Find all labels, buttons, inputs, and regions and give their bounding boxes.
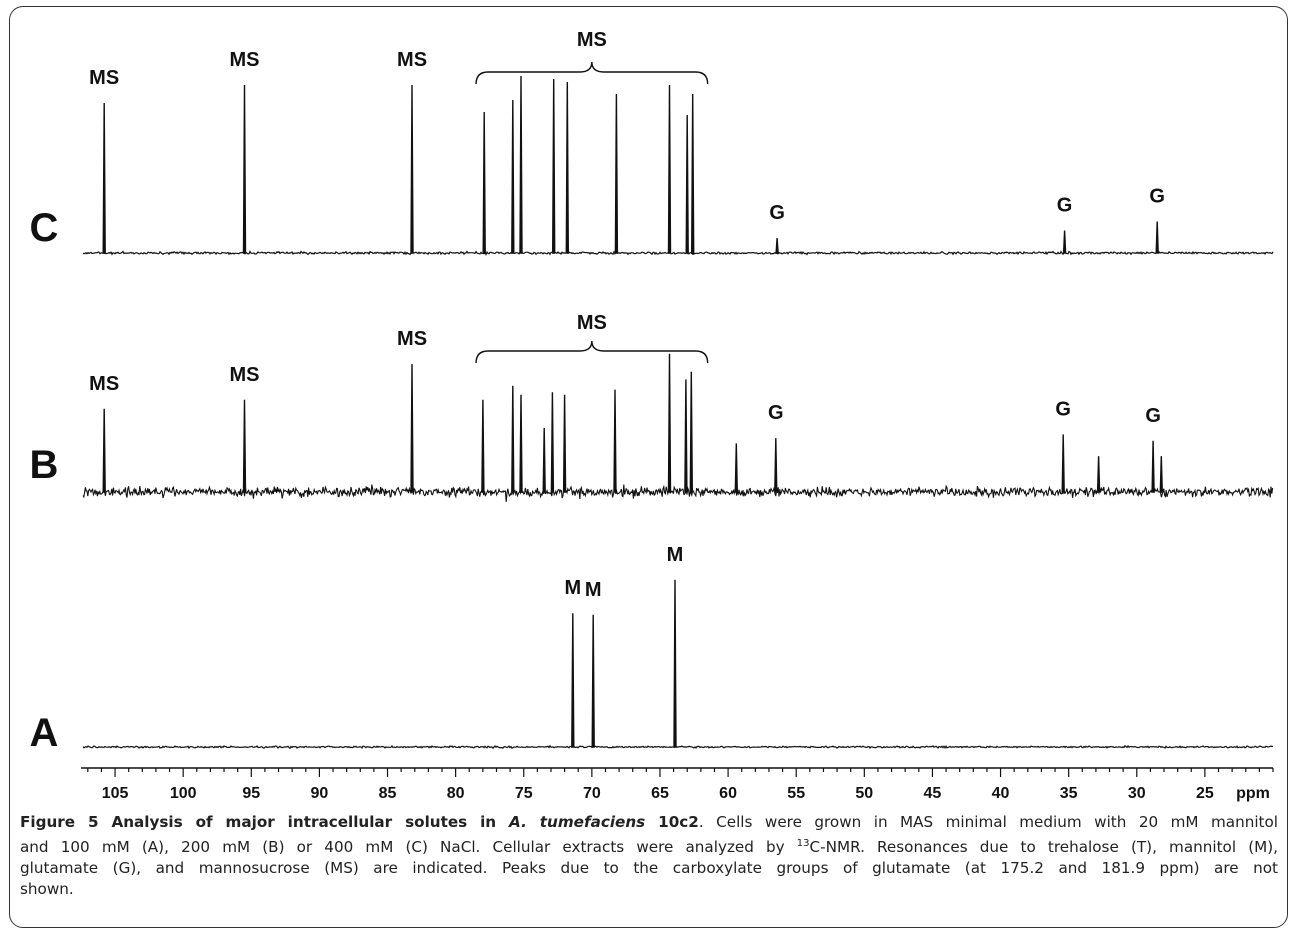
peak-annotation-c-0: MS [89, 67, 119, 89]
spectrum-b-peak-1 [242, 399, 247, 493]
spectrum-c-peak-1 [242, 84, 247, 254]
caption-text-4: shown. [20, 880, 74, 899]
spectrum-c-peak-0 [102, 102, 106, 254]
spectrum-label-a: A [30, 711, 59, 755]
spectrum-label-b: B [30, 443, 59, 487]
figure-caption: Figure 5 Analysis of major intracellular… [20, 812, 1278, 900]
spectrum-c-peak-10 [685, 114, 689, 254]
spectrum-c-peak-6 [551, 78, 556, 254]
spectrum-b-peak-11 [684, 379, 688, 493]
spectrum-a-baseline [82, 744, 1274, 750]
x-tick-label: 40 [992, 785, 1010, 802]
spectrum-c-peak-5 [519, 75, 523, 254]
x-tick-label: 90 [311, 785, 329, 802]
spectrum-b-peak-17 [1151, 440, 1155, 493]
spectrum-c-peak-4 [511, 99, 515, 254]
spectrum-c-peak-9 [667, 84, 672, 254]
x-tick-label: 30 [1128, 785, 1146, 802]
peak-annotation-c-3: MS [577, 29, 607, 51]
peak-annotation-a-2: M [667, 544, 684, 566]
organism-name: A. tumefaciens [509, 813, 646, 831]
spectrum-b-peak-13 [734, 443, 739, 493]
caption-text-1: . Cells were grown in MAS minimal medium… [698, 813, 1279, 831]
caption-line-3: glutamate (G), and mannosucrose (MS) are… [20, 858, 1278, 879]
x-tick-label: 75 [515, 785, 533, 802]
peak-annotation-a-0: M [564, 577, 581, 599]
figure-label: Figure 5 [20, 813, 99, 831]
x-tick-label: 100 [170, 785, 197, 802]
spectrum-c-peak-2 [410, 84, 414, 254]
spectrum-b-peak-4 [511, 385, 515, 493]
spectrum-c-ms-bracket [475, 61, 709, 85]
caption-text-2b: C-NMR. Resonances due to trehalose (T), … [809, 838, 1278, 857]
figure-frame [9, 6, 1288, 928]
spectrum-c-peak-11 [690, 93, 695, 254]
peak-annotation-b-2: MS [397, 328, 427, 350]
peak-annotation-b-3: MS [577, 312, 607, 334]
strain-name: 10c2 [645, 813, 699, 831]
x-tick-label: 95 [242, 785, 260, 802]
x-tick-label: 80 [447, 785, 465, 802]
spectrum-c-peak-8 [614, 93, 619, 254]
spectrum-c-peak-12 [775, 237, 779, 254]
spectrum-b-peak-10 [667, 353, 672, 493]
x-tick-label: 85 [379, 785, 397, 802]
peak-annotation-b-1: MS [229, 364, 259, 386]
spectrum-c-peak-14 [1155, 221, 1159, 254]
spectrum-a-peak-1 [591, 614, 595, 748]
spectrum-b-ms-bracket [475, 340, 709, 364]
peak-annotation-c-6: G [1149, 186, 1165, 208]
spectrum-c-peak-13 [1062, 230, 1067, 254]
spectrum-b-peak-2 [410, 363, 414, 493]
peak-annotation-c-5: G [1057, 195, 1073, 217]
peak-annotation-c-2: MS [397, 49, 427, 71]
spectrum-b-peak-16 [1096, 456, 1101, 493]
caption-line-2: and 100 mM (A), 200 mM (B) or 400 mM (C)… [20, 833, 1278, 858]
figure-title: Analysis of major intracellular solutes … [98, 813, 510, 831]
spectrum-b-baseline [82, 484, 1274, 502]
peak-annotation-b-0: MS [89, 373, 119, 395]
spectrum-c-baseline [82, 250, 1274, 257]
x-tick-label: 60 [719, 785, 737, 802]
spectrum-b-peak-0 [102, 408, 106, 493]
caption-line-1: Figure 5 Analysis of major intracellular… [20, 812, 1278, 833]
spectrum-b-peak-6 [542, 427, 546, 493]
spectrum-a-peak-0 [571, 613, 575, 748]
spectrum-b-peak-3 [481, 399, 485, 493]
peak-annotation-c-4: G [769, 202, 785, 224]
x-axis-unit-label: ppm [1236, 785, 1270, 802]
peak-annotation-c-1: MS [229, 49, 259, 71]
spectrum-b-peak-5 [519, 394, 523, 493]
spectrum-b-peak-8 [562, 394, 567, 493]
spectrum-b-peak-15 [1061, 434, 1065, 493]
peak-annotation-a-1: M [585, 579, 602, 601]
x-tick-label: 45 [924, 785, 942, 802]
spectrum-b-peak-18 [1159, 456, 1164, 493]
spectrum-a-peak-2 [673, 579, 677, 748]
spectrum-b-peak-9 [613, 389, 617, 493]
x-tick-label: 70 [583, 785, 601, 802]
peak-annotation-b-4: G [768, 402, 784, 424]
caption-text-2: and 100 mM (A), 200 mM (B) or 400 mM (C)… [20, 838, 797, 857]
isotope-superscript: 13 [796, 838, 810, 849]
spectrum-b-peak-7 [550, 392, 555, 493]
spectrum-c-peak-3 [482, 111, 486, 254]
spectrum-c-peak-7 [565, 81, 570, 254]
spectrum-b-peak-12 [689, 371, 694, 493]
peak-annotation-b-5: G [1055, 398, 1071, 420]
x-tick-label: 55 [787, 785, 805, 802]
caption-line-4: shown. [20, 879, 1278, 900]
x-tick-label: 105 [102, 785, 129, 802]
caption-text-3: glutamate (G), and mannosucrose (MS) are… [20, 859, 1278, 878]
spectrum-label-c: C [30, 206, 59, 250]
x-tick-label: 50 [855, 785, 873, 802]
x-tick-label: 25 [1196, 785, 1214, 802]
x-axis: 105 100 95 90 85 80 75 70 65 60 55 50 45 40 35 30 25 ppm [81, 767, 1274, 802]
x-tick-label: 65 [651, 785, 669, 802]
spectrum-b-peak-14 [774, 438, 778, 493]
x-tick-label: 35 [1060, 785, 1078, 802]
peak-annotation-b-6: G [1145, 405, 1161, 427]
